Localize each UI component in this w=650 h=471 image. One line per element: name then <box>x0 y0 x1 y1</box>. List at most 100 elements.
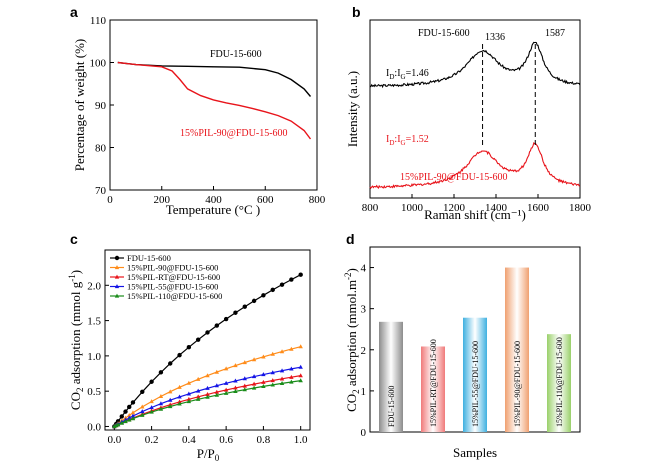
panel-c-ytick-label: 2.0 <box>87 280 101 292</box>
panel-c-point <box>195 394 201 399</box>
panel-b-lines <box>369 41 581 190</box>
panel-c-point <box>261 354 266 359</box>
panel-c-point <box>140 389 145 394</box>
panel-d-bar-0 <box>379 321 403 432</box>
panel-c-point <box>251 385 257 390</box>
panel-d-bar-3 <box>505 267 529 432</box>
panel-c-point <box>251 357 257 362</box>
panel-d-bar-4 <box>547 334 571 432</box>
panel-b-ticks: 800 1000 1200 1400 1600 1800 <box>362 194 592 214</box>
panel-c-point <box>140 404 145 409</box>
panel-c-point <box>149 399 154 404</box>
panel-label-a: a <box>70 4 78 20</box>
panel-c-point <box>242 383 247 388</box>
panel-c-point <box>223 387 229 392</box>
panel-c-point <box>289 277 294 282</box>
panel-c-point <box>168 404 173 409</box>
panel-c-xlabel: P/P0 <box>197 446 220 463</box>
panel-c-xtick-label: 1.0 <box>294 434 308 446</box>
panel-b-frame <box>369 19 581 199</box>
panel-b-xtick-label: 1600 <box>527 202 550 214</box>
panel-c-point <box>119 414 124 419</box>
panel-c-point <box>298 373 303 378</box>
panel-c-legend-label: 15%PIL-RT@FDU-15-600 <box>127 272 220 282</box>
panel-d-bar-2 <box>463 317 487 432</box>
panel-c-point <box>130 416 136 421</box>
panel-c-point <box>168 397 173 402</box>
panel-b-xtick-label: 1800 <box>569 202 592 214</box>
panel-c-point <box>270 378 275 383</box>
panel-c-point <box>119 420 124 425</box>
panel-b-series-1 <box>369 142 581 190</box>
panel-c-point <box>205 373 210 378</box>
panel-a-xlabel: Temperature (°C ) <box>166 202 261 217</box>
panel-c-xtick-label: 0.0 <box>107 434 121 446</box>
panel-c-point <box>149 379 154 384</box>
panel-c-point <box>177 394 182 399</box>
panel-b-peak-d: 1336 <box>485 32 505 43</box>
panel-c-point <box>298 364 303 369</box>
panel-d-ytick-label: 2 <box>361 345 367 357</box>
panel-c-point <box>186 380 192 385</box>
panel-d-bars: FDU-15-600 15%PIL-RT@FDU-15-600 15%PIL-55@… <box>379 267 571 432</box>
panel-c-point <box>177 384 182 389</box>
panel-d-ytick-label: 1 <box>361 386 367 398</box>
panel-a-xtick-label: 0 <box>107 194 113 206</box>
panel-c-xtick-label: 0.8 <box>257 434 271 446</box>
panel-c-xtick-label: 0.4 <box>182 434 196 446</box>
panel-c-point <box>298 272 303 277</box>
panel-c-point <box>214 383 220 388</box>
panel-a-ylabel: Percentage of weight (%) <box>72 39 87 171</box>
panel-c-point <box>195 396 201 401</box>
panel-c-point <box>233 385 238 390</box>
panel-c-legend-marker <box>114 274 120 279</box>
panel-c-point <box>289 379 294 384</box>
panel-c-legend-marker <box>114 293 120 298</box>
panel-c-ytick-label: 1.5 <box>87 316 101 328</box>
panel-c-point <box>186 396 192 401</box>
panel-c-point <box>270 370 275 375</box>
panel-c-legend-label: 15%PIL-55@FDU-15-600 <box>127 282 218 292</box>
panel-c-point <box>123 409 128 414</box>
panel-c-point <box>127 404 132 410</box>
panel-c-point <box>127 415 132 420</box>
panel-c-point <box>298 344 303 349</box>
panel-c-point <box>242 376 247 381</box>
panel-c-point <box>261 372 266 377</box>
panel-c-point <box>251 298 257 304</box>
panel-a-label-pil: 15%PIL-90@FDU-15-600 <box>180 128 288 139</box>
panel-d-bar-label: 15%PIL-RT@FDU-15-600 <box>429 339 438 427</box>
panel-c-ytick-label: 0.0 <box>87 421 101 433</box>
panel-c-point <box>289 374 294 379</box>
panel-c-point <box>279 376 285 381</box>
panel-b-ylabel: Intensity (a.u.) <box>345 71 360 147</box>
panel-a-tga-chart: a 0 200 400 600 800 70 80 90 100 110 Temperature … <box>70 4 326 217</box>
panel-c-point <box>177 352 182 358</box>
panel-a-xtick-label: 200 <box>154 194 171 206</box>
panel-c-legend-marker <box>114 284 120 289</box>
panel-c-point <box>279 368 285 373</box>
panel-c-point <box>130 410 136 415</box>
panel-c-point <box>242 304 247 309</box>
panel-c-point <box>233 363 238 368</box>
panel-a-ytick-label: 80 <box>95 143 107 155</box>
panel-a-ytick-label: 70 <box>95 185 107 197</box>
panel-a-xtick-label: 400 <box>205 194 222 206</box>
panel-c-point <box>279 349 285 354</box>
panel-c-point <box>186 399 192 404</box>
panel-a-series-1 <box>117 61 312 140</box>
panel-c-legend-marker <box>114 255 120 261</box>
panel-d-ylabel: CO2 adsorption (mmol.m-2) <box>343 268 361 412</box>
panel-c-point <box>186 391 192 396</box>
panel-c-point <box>140 412 145 417</box>
panel-c-point <box>158 406 164 411</box>
panel-a-ytick-label: 90 <box>95 100 107 112</box>
panel-c-point <box>261 293 266 298</box>
panel-c-point <box>205 330 210 335</box>
panel-c-point <box>261 384 266 389</box>
panel-d-ytick-label: 4 <box>361 263 367 275</box>
panel-b-label-pil: 15%PIL-90@FDU-15-600 <box>400 172 508 183</box>
panel-d-bar-label: 15%PIL-90@FDU-15-600 <box>513 341 522 427</box>
panel-a-ytick-label: 100 <box>90 58 107 70</box>
